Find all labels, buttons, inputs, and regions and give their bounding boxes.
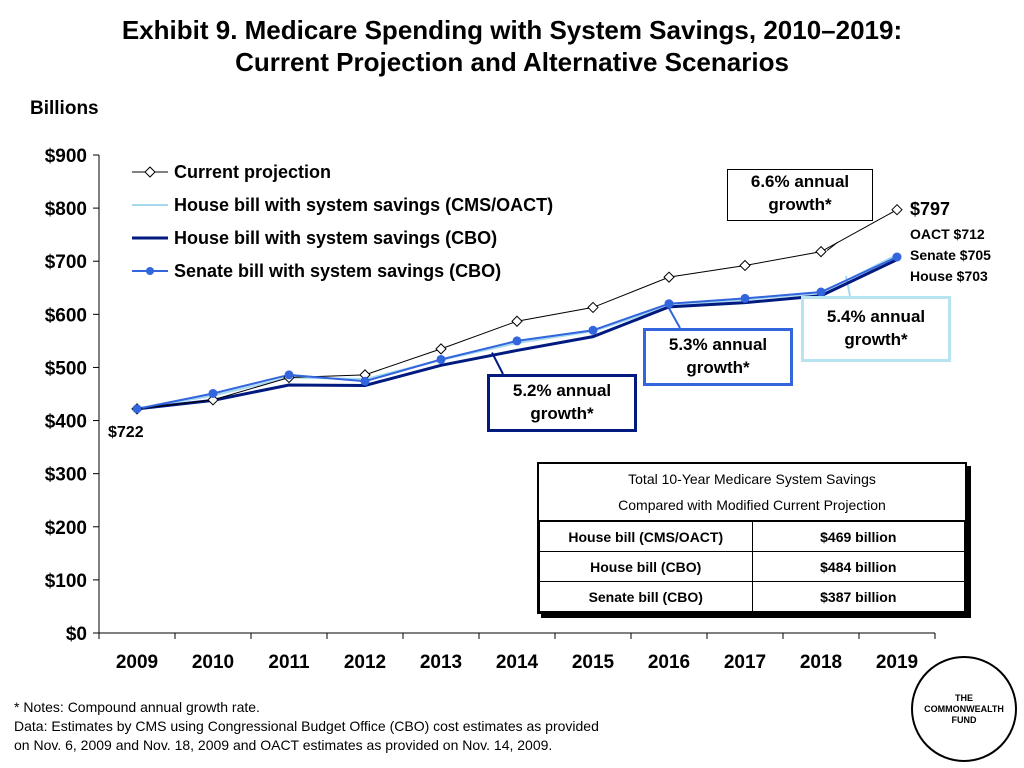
x-tick-label: 2019 [876, 652, 918, 673]
table-row: House bill (CMS/OACT) $469 billion [539, 521, 965, 552]
y-tick-label: $600 [45, 305, 87, 326]
callout-senate-leader [667, 305, 681, 329]
data-point-current [815, 245, 827, 258]
data-point-senate [816, 287, 826, 297]
savings-row-value: $484 billion [751, 551, 965, 582]
end-label-house: House $703 [910, 268, 988, 284]
y-axis-unit-label: Billions [30, 98, 99, 119]
logo-line2: COMMONWEALTH [924, 703, 1004, 714]
savings-row-value: $387 billion [751, 581, 965, 612]
data-point-senate [512, 336, 522, 346]
x-tick-label: 2015 [572, 652, 615, 673]
callout-current-line1: 6.6% annual [750, 172, 850, 191]
x-tick-label: 2010 [192, 652, 234, 673]
callout-house-cbo-line2: growth* [530, 404, 594, 423]
x-tick-label: 2012 [344, 652, 386, 673]
y-tick-label: $800 [45, 199, 87, 220]
end-label-oact: OACT $712 [910, 226, 985, 242]
data-point-current [207, 394, 219, 406]
callout-current-line2: growth* [768, 195, 832, 214]
series-line-2 [136, 258, 898, 411]
footnote-line1: * Notes: Compound annual growth rate. [14, 699, 260, 715]
legend-label-current: Current projection [174, 162, 332, 182]
legend-swatch-current [132, 166, 168, 178]
data-point-current [435, 343, 447, 355]
legend-swatch-house-cbo [132, 236, 168, 240]
savings-header-line2: Compared with Modified Current Projectio… [618, 497, 886, 513]
chart-title: Exhibit 9. Medicare Spending with System… [0, 14, 1024, 78]
start-value-label: $722 [108, 424, 144, 441]
y-tick-label: $900 [45, 146, 87, 167]
chart-title-line2: Current Projection and Alternative Scena… [235, 47, 789, 77]
callout-senate-line2: growth* [686, 358, 750, 377]
y-tick-label: $100 [45, 571, 87, 592]
logo-line1: THE [954, 692, 973, 703]
x-tick-label: 2009 [116, 652, 158, 673]
legend-label-house-cbo: House bill with system savings (CBO) [174, 228, 498, 248]
x-tick-label: 2018 [800, 652, 842, 673]
data-point-current [587, 301, 599, 314]
callout-house-cbo-line1: 5.2% annual [512, 381, 612, 400]
chart-title-line1: Exhibit 9. Medicare Spending with System… [121, 15, 903, 45]
y-tick-label: $0 [66, 624, 87, 645]
legend-label-house-oact: House bill with system savings (CMS/OACT… [174, 195, 554, 215]
legend-swatch-house-oact [132, 204, 168, 206]
legend-label-senate-cbo: Senate bill with system savings (CBO) [174, 261, 502, 281]
data-point-senate [588, 325, 598, 335]
x-tick-label: 2014 [496, 652, 539, 673]
y-tick-label: $500 [45, 358, 87, 379]
y-tick-label: $300 [45, 465, 87, 486]
x-tick-label: 2016 [648, 652, 690, 673]
footnote-line2: Data: Estimates by CMS using Congression… [14, 718, 599, 734]
data-point-senate [664, 299, 674, 309]
savings-row-value: $469 billion [751, 521, 965, 552]
table-row: House bill (CBO) $484 billion [539, 551, 965, 582]
savings-row-label: House bill (CMS/OACT) [539, 521, 753, 552]
callout-oact-line1: 5.4% annual [826, 307, 926, 326]
footnote-line3: on Nov. 6, 2009 and Nov. 18, 2009 and OA… [14, 737, 553, 753]
data-point-current [739, 259, 751, 272]
savings-table-header: Total 10-Year Medicare System Savings Co… [539, 464, 965, 521]
callout-senate-line1: 5.3% annual [668, 335, 768, 354]
savings-table: Total 10-Year Medicare System Savings Co… [537, 462, 967, 614]
callout-house-cbo-growth: 5.2% annual growth* [487, 374, 637, 432]
y-tick-label: $200 [45, 518, 87, 539]
data-point-current [511, 315, 523, 327]
data-point-senate [284, 370, 294, 380]
legend-swatch-senate-cbo [132, 267, 168, 275]
x-tick-label: 2011 [268, 652, 310, 673]
callout-current-growth: 6.6% annual growth* [727, 169, 873, 221]
x-tick-label: 2017 [724, 652, 766, 673]
savings-header-line1: Total 10-Year Medicare System Savings [628, 471, 876, 487]
data-point-senate [436, 354, 446, 364]
savings-table-body: House bill (CMS/OACT) $469 billion House… [539, 521, 965, 612]
savings-row-label: House bill (CBO) [539, 551, 753, 582]
line-chart: $0 $100 $200 $300 $400 $500 $600 $700 $800 $900 20… [45, 146, 936, 673]
data-point-senate [360, 376, 370, 386]
footnotes: * Notes: Compound annual growth rate. Da… [14, 698, 599, 755]
callout-senate-growth: 5.3% annual growth* [643, 328, 793, 386]
callout-oact-line2: growth* [844, 330, 908, 349]
end-label-senate: Senate $705 [910, 247, 991, 263]
table-row: Senate bill (CBO) $387 billion [539, 581, 965, 612]
x-tick-label: 2013 [420, 652, 462, 673]
end-label-current: $797 [910, 199, 951, 219]
data-point-current [663, 271, 675, 283]
data-point-senate [208, 388, 218, 398]
y-tick-label: $400 [45, 412, 87, 433]
savings-row-label: Senate bill (CBO) [539, 581, 753, 612]
data-point-senate [740, 293, 750, 303]
commonwealth-fund-logo: THE COMMONWEALTH FUND [911, 656, 1017, 762]
data-point-current [891, 203, 903, 216]
logo-line3: FUND [951, 714, 977, 725]
callout-oact-growth: 5.4% annual growth* [801, 296, 951, 362]
y-tick-label: $700 [45, 252, 87, 273]
data-point-senate [892, 252, 902, 262]
data-point-senate [132, 404, 142, 414]
